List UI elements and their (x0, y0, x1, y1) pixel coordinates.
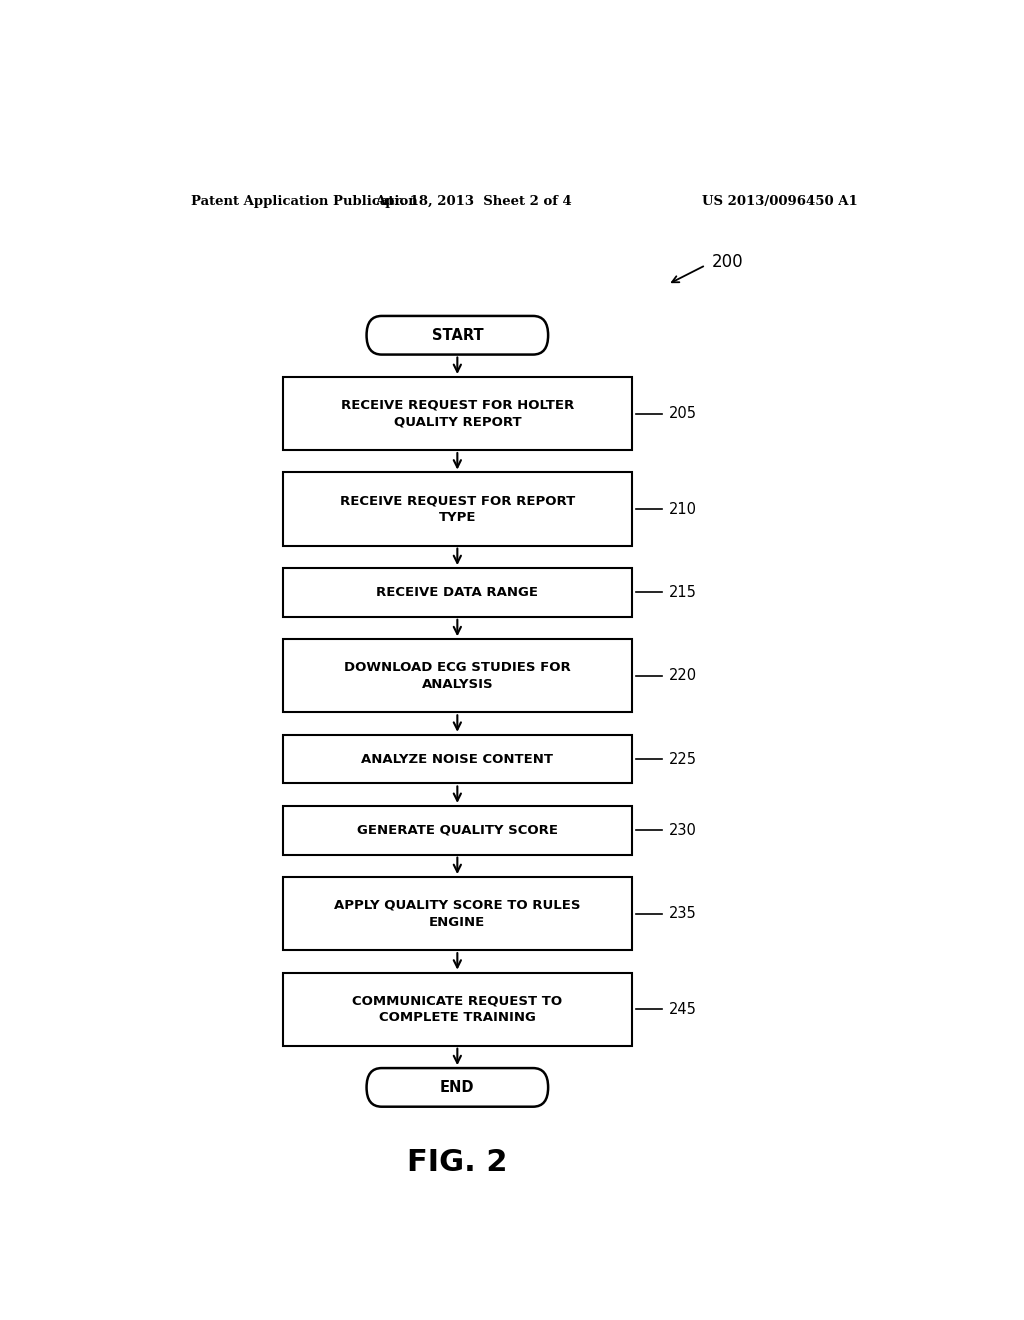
Text: 235: 235 (669, 906, 696, 921)
Text: US 2013/0096450 A1: US 2013/0096450 A1 (702, 194, 858, 207)
Text: COMMUNICATE REQUEST TO
COMPLETE TRAINING: COMMUNICATE REQUEST TO COMPLETE TRAINING (352, 994, 562, 1024)
FancyBboxPatch shape (367, 1068, 548, 1106)
Bar (283, 973, 632, 1045)
Text: 230: 230 (669, 822, 696, 838)
Text: Apr. 18, 2013  Sheet 2 of 4: Apr. 18, 2013 Sheet 2 of 4 (375, 194, 571, 207)
Text: GENERATE QUALITY SCORE: GENERATE QUALITY SCORE (356, 824, 558, 837)
Bar (283, 473, 632, 545)
Text: 200: 200 (712, 253, 743, 271)
Text: RECEIVE DATA RANGE: RECEIVE DATA RANGE (377, 586, 539, 599)
Text: START: START (431, 327, 483, 343)
Text: 245: 245 (669, 1002, 696, 1016)
Bar (283, 805, 632, 854)
Bar (283, 735, 632, 784)
Text: 205: 205 (669, 407, 696, 421)
Text: 225: 225 (669, 751, 696, 767)
Bar (283, 639, 632, 713)
Text: 220: 220 (669, 668, 696, 684)
Text: FIG. 2: FIG. 2 (408, 1148, 508, 1177)
Text: 210: 210 (669, 502, 696, 516)
Text: Patent Application Publication: Patent Application Publication (191, 194, 418, 207)
Text: APPLY QUALITY SCORE TO RULES
ENGINE: APPLY QUALITY SCORE TO RULES ENGINE (334, 899, 581, 928)
Text: RECEIVE REQUEST FOR REPORT
TYPE: RECEIVE REQUEST FOR REPORT TYPE (340, 494, 574, 524)
Bar (283, 378, 632, 450)
Text: ANALYZE NOISE CONTENT: ANALYZE NOISE CONTENT (361, 752, 553, 766)
Bar (283, 876, 632, 950)
Text: END: END (440, 1080, 474, 1094)
Bar (283, 568, 632, 616)
Text: RECEIVE REQUEST FOR HOLTER
QUALITY REPORT: RECEIVE REQUEST FOR HOLTER QUALITY REPOR… (341, 399, 574, 429)
FancyBboxPatch shape (367, 315, 548, 355)
Text: DOWNLOAD ECG STUDIES FOR
ANALYSIS: DOWNLOAD ECG STUDIES FOR ANALYSIS (344, 661, 570, 690)
Text: 215: 215 (669, 585, 696, 599)
